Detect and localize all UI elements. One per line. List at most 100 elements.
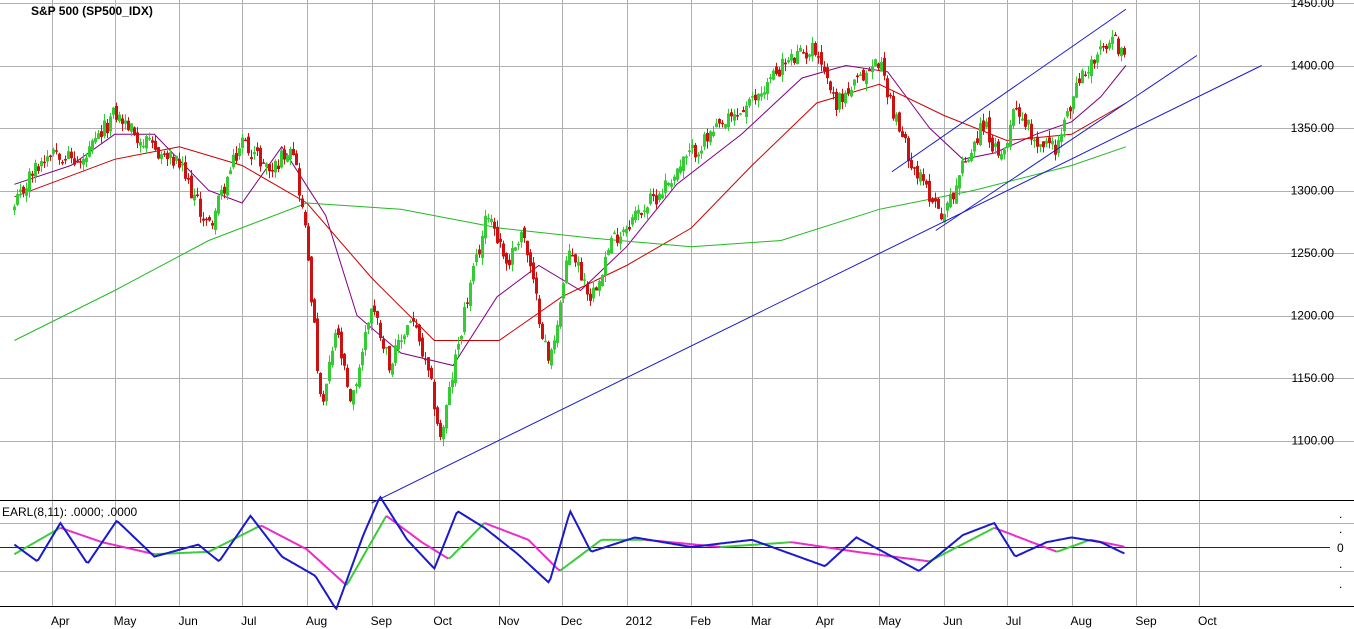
candle-body xyxy=(229,170,232,175)
candle-body xyxy=(637,209,640,214)
oscillator-slow-segment xyxy=(504,529,507,533)
oscillator-fast-line xyxy=(13,495,1125,611)
candle-body xyxy=(595,287,598,291)
oscillator-slow-segment xyxy=(317,559,322,563)
candle-body xyxy=(28,171,31,193)
x-tick-label: Aug xyxy=(1071,614,1092,628)
candle-body xyxy=(157,147,160,159)
oscillator-slow-segment xyxy=(335,575,340,579)
oscillator-slow-segment xyxy=(583,550,587,554)
oscillator-slow-segment xyxy=(363,550,368,555)
candle-body xyxy=(1108,42,1111,49)
oscillator-slow-segment xyxy=(1018,536,1021,539)
candle-body xyxy=(328,361,331,382)
candle-body xyxy=(1039,144,1042,147)
candle-body xyxy=(616,234,619,243)
candle-body xyxy=(214,210,217,230)
oscillator-slow-segment xyxy=(94,538,97,542)
candle-body xyxy=(367,322,370,330)
oscillator-slow-segment xyxy=(502,528,505,532)
candle-body xyxy=(991,137,994,152)
candle-body xyxy=(490,218,493,223)
oscillator-slow-segment xyxy=(243,531,247,535)
oscillator-slow-segment xyxy=(543,555,548,559)
candle-body xyxy=(391,363,394,375)
candle-body xyxy=(232,154,235,168)
candle-body xyxy=(847,88,850,94)
candle-body xyxy=(412,318,415,322)
candle-body xyxy=(472,265,475,282)
candle-body xyxy=(130,123,133,132)
candle-body xyxy=(823,66,826,72)
oscillator-slow-segment xyxy=(325,566,330,570)
candle-body xyxy=(1057,140,1060,153)
candle-body xyxy=(109,116,112,132)
candle-body xyxy=(502,243,505,257)
oscillator-slow-segment xyxy=(86,535,89,539)
oscillator-slow-segment xyxy=(57,526,61,530)
candle-body xyxy=(1090,59,1093,77)
oscillator-slow-segment xyxy=(971,537,975,541)
oscillator-slow-segment xyxy=(409,532,413,537)
oscillator-slow-segment xyxy=(371,536,376,541)
candle-body xyxy=(829,81,832,91)
oscillator-slow-segment xyxy=(994,526,997,530)
candle-body xyxy=(499,238,502,242)
candle-body xyxy=(1063,119,1066,132)
candle-body xyxy=(271,170,274,172)
oscillator-slow-segment xyxy=(365,546,370,552)
x-axis-ticks: Apr May Jun Jul Aug Sep Oct Nov Dec 2012 Feb Mar Apr… xyxy=(51,614,1217,628)
oscillator-slow-segment xyxy=(291,540,295,544)
oscillator-slow-segment xyxy=(287,538,291,542)
oscillator-slow-segment xyxy=(319,560,324,565)
x-tick-label: Sep xyxy=(371,614,393,628)
candle-body xyxy=(784,62,787,65)
oscillator-slow-segment xyxy=(455,548,460,553)
oscillator-slow-segment xyxy=(524,537,527,540)
candle-body xyxy=(25,188,28,196)
candle-body xyxy=(952,192,955,200)
candle-body xyxy=(697,154,700,157)
oscillator-slow-segment xyxy=(35,539,39,543)
candle-body xyxy=(577,261,580,266)
oscillator-slow-segment xyxy=(223,541,227,545)
candle-body xyxy=(658,193,661,201)
oscillator-slow-segment xyxy=(225,540,229,544)
oscillator-slow-segment xyxy=(561,566,565,570)
oscillator-slow-segment xyxy=(469,534,474,538)
oscillator-slow-segment xyxy=(526,538,529,541)
oscillator-slow-segment xyxy=(1012,533,1015,537)
oscillator-slow-segment xyxy=(508,531,511,534)
candle-body xyxy=(1000,153,1003,160)
oscillator-slow-segment xyxy=(969,538,973,542)
candle-body xyxy=(988,117,991,143)
candle-body xyxy=(73,158,76,165)
oscillator-slow-segment xyxy=(333,573,338,577)
oscillator-slow-segment xyxy=(559,568,563,572)
candle-body xyxy=(1066,111,1069,117)
y-tick-label: 1450.00 xyxy=(1291,0,1335,10)
candle-body xyxy=(247,136,250,154)
candle-body xyxy=(550,349,553,366)
oscillator-slow-segment xyxy=(283,536,287,540)
oscillator-slow-segment xyxy=(277,533,281,537)
oscillator-slow-segment xyxy=(949,548,953,552)
oscillator-slow-segment xyxy=(1078,542,1081,546)
oscillator-slow-segment xyxy=(415,537,419,541)
oscillator-slow-segment xyxy=(417,538,421,542)
oscillator-slow-segment xyxy=(573,557,577,561)
candle-body xyxy=(88,146,91,157)
candle-body xyxy=(124,120,127,124)
oscillator-slow-segment xyxy=(558,568,561,572)
candle-body xyxy=(916,165,919,179)
oscillator-slow-segment xyxy=(297,544,301,547)
x-tick-label: Jun xyxy=(943,614,962,628)
candle-body xyxy=(166,152,169,160)
oscillator-slow-segment xyxy=(555,567,560,571)
oscillator-slow-segment xyxy=(51,530,55,534)
candle-body xyxy=(394,345,397,363)
trendline xyxy=(371,65,1262,504)
candle-body xyxy=(730,112,733,117)
candle-body xyxy=(787,60,790,63)
oscillator-slow-segment xyxy=(209,549,213,552)
